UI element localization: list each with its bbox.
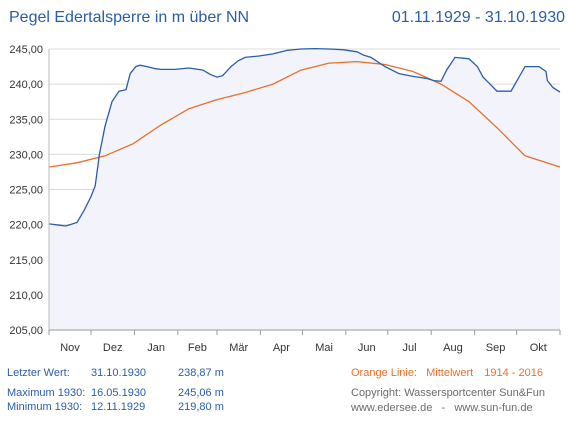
x-tick-label: Sep [486,342,506,354]
y-tick-label: 210,00 [9,290,43,302]
water-level-chart: 245,00 240,00 235,00 230,00 225,00 220,00 215,… [9,44,561,354]
x-tick-label: Mär [229,342,248,354]
y-tick-label: 245,00 [9,44,43,56]
y-tick-label: 220,00 [9,220,43,232]
stat-max-value: 245,06 m [178,387,224,399]
stat-min-value: 219,80 m [178,401,224,413]
copyright-line: Copyright: Wassersportcenter Sun&Fun [351,387,546,399]
orange-line-label: Orange Linie: [351,367,418,379]
stat-last-date: 31.10.1930 [91,367,147,379]
series-1930-line [48,47,561,227]
orange-line-note: Orange Linie: Mittelwert 1914 - 2016 [351,367,543,379]
stat-max-date: 16.05.1930 [91,387,147,399]
stat-min-label: Minimum 1930: [7,401,83,413]
x-tick-label: Nov [60,342,80,354]
orange-line-range: 1914 - 2016 [484,367,543,379]
x-tick-label: Jul [402,342,416,354]
x-tick-label: Mai [315,342,333,354]
y-tick-label: 205,00 [9,325,43,337]
series-mean-line [48,60,561,168]
x-tick-label: Dez [103,342,123,354]
chart-title: Pegel Edertalsperre in m über NN [9,9,250,26]
x-tick-label: Jun [358,342,376,354]
y-tick-label: 230,00 [9,149,43,161]
y-tick-label: 215,00 [9,255,43,267]
x-tick-label: Apr [273,342,290,354]
y-tick-label: 225,00 [9,185,43,197]
series-1930-area [49,48,560,330]
stat-last-label: Letzter Wert: [7,367,70,379]
y-tick-label: 240,00 [9,79,43,91]
y-tick-label: 235,00 [9,114,43,126]
stat-last-value: 238,87 m [178,367,224,379]
x-tick-label: Okt [530,342,547,354]
x-tick-label: Jan [147,342,165,354]
stat-min-date: 12.11.1929 [91,401,146,413]
website-links: www.edersee.de - www.sun-fun.de [351,402,533,414]
x-tick-label: Aug [443,342,463,354]
x-tick-label: Feb [188,342,207,354]
chart-period: 01.11.1929 - 31.10.1930 [391,9,565,26]
orange-line-text: Mittelwert [426,367,474,379]
stat-max-label: Maximum 1930: [7,387,86,399]
